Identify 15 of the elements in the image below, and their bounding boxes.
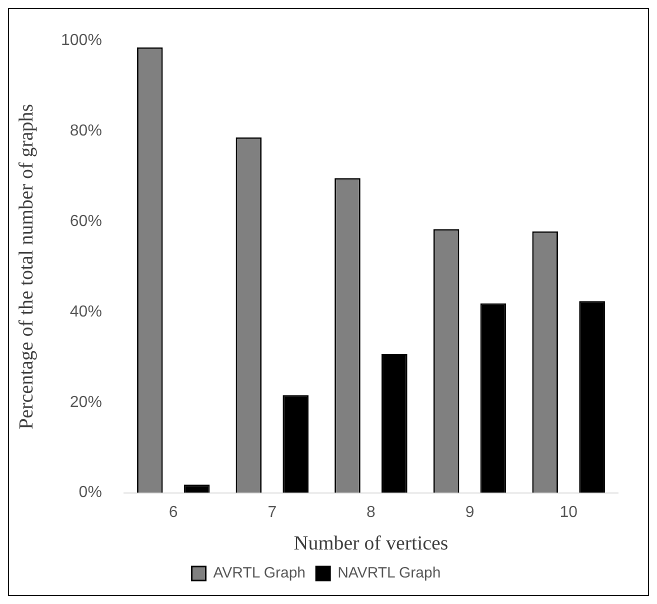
y-tick-label: 60% <box>70 212 102 230</box>
legend-label: AVRTL Graph <box>213 564 306 582</box>
x-tick-label: 8 <box>366 504 376 521</box>
x-axis-title: Number of vertices <box>294 532 448 554</box>
legend-label: NAVRTL Graph <box>338 564 441 582</box>
x-tick-label: 7 <box>268 504 277 521</box>
y-tick-label: 100% <box>61 32 102 50</box>
x-tick-label: 10 <box>560 504 578 521</box>
y-tick-label: 40% <box>70 303 102 320</box>
y-tick-label: 80% <box>70 122 102 140</box>
x-tick-label: 6 <box>168 504 178 521</box>
y-axis-title: Percentage of the total number of graphs <box>15 104 38 430</box>
y-tick-label: 0% <box>78 484 102 502</box>
y-tick-label: 20% <box>70 394 102 411</box>
x-tick-label: 9 <box>465 504 474 521</box>
